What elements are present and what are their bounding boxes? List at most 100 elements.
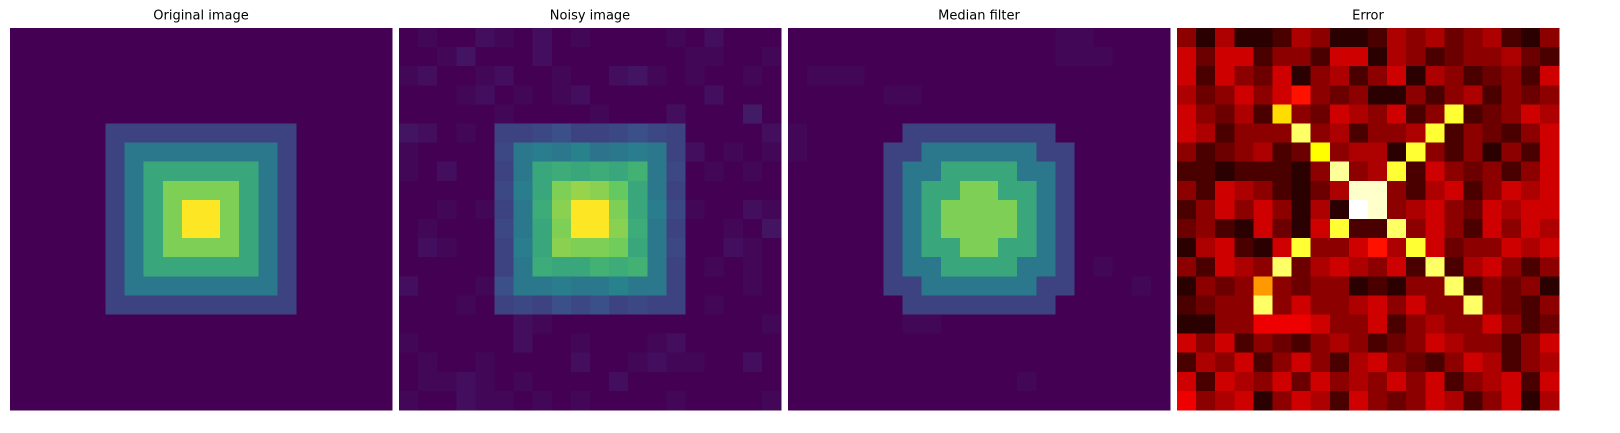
pixel: [742, 352, 763, 373]
pixel: [1150, 238, 1171, 258]
pixel: [742, 123, 763, 144]
pixel: [105, 276, 126, 296]
pixel: [1017, 123, 1037, 144]
pixel: [979, 390, 999, 411]
pixel: [1539, 295, 1560, 315]
pixel: [1112, 142, 1133, 163]
pixel: [1036, 85, 1056, 105]
pixel: [551, 47, 572, 67]
pixel: [551, 257, 572, 277]
pixel: [647, 295, 667, 315]
pixel: [647, 371, 667, 392]
pixel: [456, 66, 476, 86]
pixel: [437, 161, 457, 182]
pixel: [902, 123, 923, 144]
pixel: [609, 238, 629, 258]
pixel: [1348, 333, 1369, 354]
pixel: [1234, 352, 1254, 373]
pixel: [475, 390, 495, 411]
pixel: [239, 199, 259, 220]
pixel: [399, 142, 419, 163]
pixel: [609, 333, 629, 354]
pixel: [1444, 390, 1464, 411]
pixel: [296, 390, 317, 411]
pixel: [647, 314, 667, 335]
pixel: [86, 85, 106, 105]
pixel: [258, 276, 278, 296]
pixel: [1272, 390, 1293, 411]
pixel: [1272, 104, 1293, 124]
pixel: [1215, 66, 1235, 86]
pixel: [1177, 333, 1197, 354]
pixel: [86, 199, 106, 220]
pixel: [201, 295, 221, 315]
pixel: [551, 104, 572, 124]
pixel: [1348, 390, 1369, 411]
pixel: [826, 180, 846, 201]
pixel: [1036, 295, 1056, 315]
pixel: [437, 295, 457, 315]
pixel: [220, 180, 240, 201]
pixel: [761, 123, 782, 144]
pixel: [143, 28, 164, 48]
pixel: [570, 47, 591, 67]
pixel: [1150, 371, 1171, 392]
pixel: [239, 314, 259, 335]
pixel: [826, 314, 846, 335]
pixel: [143, 142, 164, 163]
pixel: [609, 104, 629, 124]
pixel: [1093, 295, 1114, 315]
pixel: [1444, 238, 1464, 258]
pixel: [1074, 85, 1095, 105]
pixel: [1017, 238, 1037, 258]
pixel: [902, 180, 923, 201]
pixel: [353, 85, 374, 105]
pixel: [162, 180, 183, 201]
pixel: [1036, 161, 1056, 182]
pixel: [761, 47, 782, 67]
pixel: [315, 352, 336, 373]
pixel: [456, 199, 476, 220]
pixel: [475, 371, 495, 392]
pixel: [628, 180, 648, 201]
pixel: [513, 85, 534, 105]
pixel: [979, 28, 999, 48]
pixel: [807, 333, 827, 354]
pixel: [220, 66, 240, 86]
pixel: [124, 276, 145, 296]
pixel: [723, 104, 744, 124]
pixel: [124, 66, 145, 86]
pixel: [1310, 276, 1331, 296]
pixel: [1291, 257, 1312, 277]
pixel: [456, 295, 476, 315]
pixel: [181, 295, 202, 315]
pixel: [1112, 371, 1133, 392]
pixel: [979, 314, 999, 335]
pixel: [959, 104, 980, 124]
pixel: [105, 390, 126, 411]
pixel: [940, 352, 961, 373]
pixel: [86, 47, 106, 67]
pixel: [1112, 314, 1133, 335]
pixel: [883, 199, 904, 220]
pixel: [940, 295, 961, 315]
pixel: [666, 66, 686, 86]
pixel: [1112, 28, 1133, 48]
pixel: [979, 161, 999, 182]
pixel: [1520, 180, 1541, 201]
pixel: [1074, 199, 1095, 220]
pixel: [277, 85, 297, 105]
pixel: [1387, 28, 1407, 48]
pixel: [921, 28, 942, 48]
pixel: [220, 314, 240, 335]
pixel: [1291, 161, 1312, 182]
panel-title: Median filter: [938, 9, 1020, 24]
pixel: [685, 47, 706, 67]
pixel: [258, 333, 278, 354]
pixel: [1520, 123, 1541, 144]
pixel: [201, 66, 221, 86]
pixel: [277, 257, 297, 277]
pixel: [162, 390, 183, 411]
pixel: [258, 390, 278, 411]
pixel: [704, 333, 725, 354]
